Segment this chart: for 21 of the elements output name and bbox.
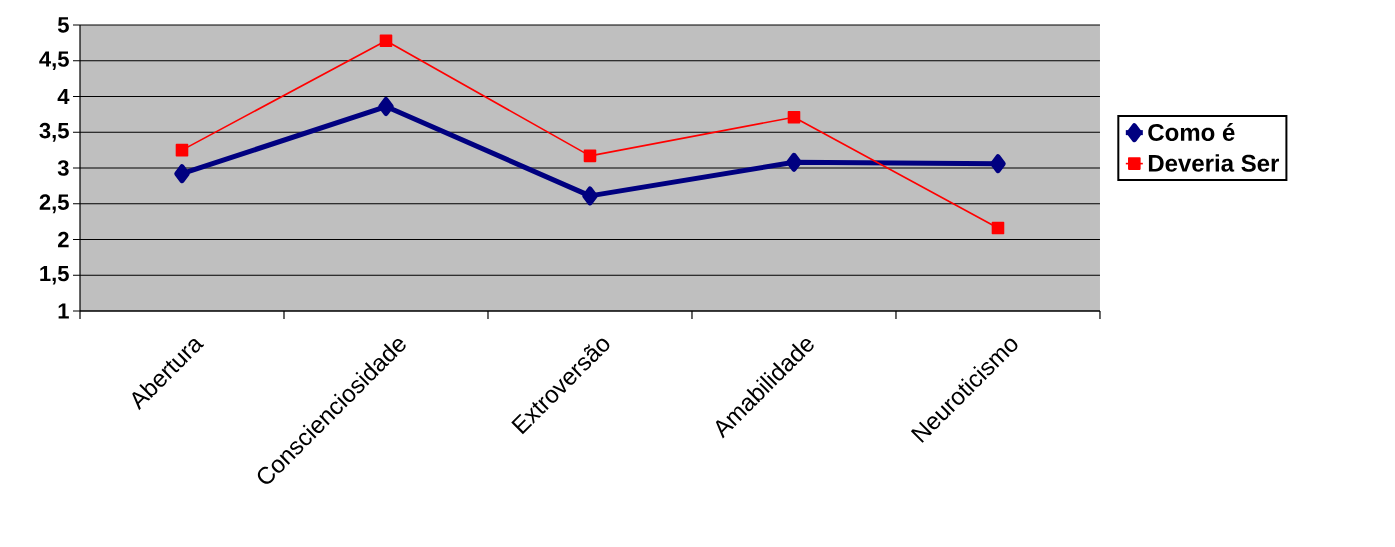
y-tick-label: 2,5 <box>39 194 69 214</box>
y-tick-label: 4,5 <box>39 51 69 71</box>
y-tick-label: 3 <box>57 160 69 176</box>
legend-label: Como é <box>1148 123 1235 141</box>
y-tick-label: 2 <box>58 231 69 248</box>
y-tick-label: 3,5 <box>39 122 69 142</box>
y-tick-label: 1,5 <box>40 265 69 285</box>
y-tick-label: 4 <box>57 88 70 105</box>
y-tick-label: 5 <box>57 17 69 33</box>
point <box>991 221 1005 235</box>
y-tick-label: 1 <box>58 303 69 319</box>
point <box>174 164 190 184</box>
point <box>378 97 394 117</box>
point <box>990 154 1006 174</box>
point <box>786 152 802 172</box>
point <box>379 34 393 48</box>
point <box>582 186 598 206</box>
legend-label: Deveria Ser <box>1148 154 1280 172</box>
point <box>787 110 801 124</box>
point <box>583 149 597 163</box>
point <box>175 143 189 157</box>
